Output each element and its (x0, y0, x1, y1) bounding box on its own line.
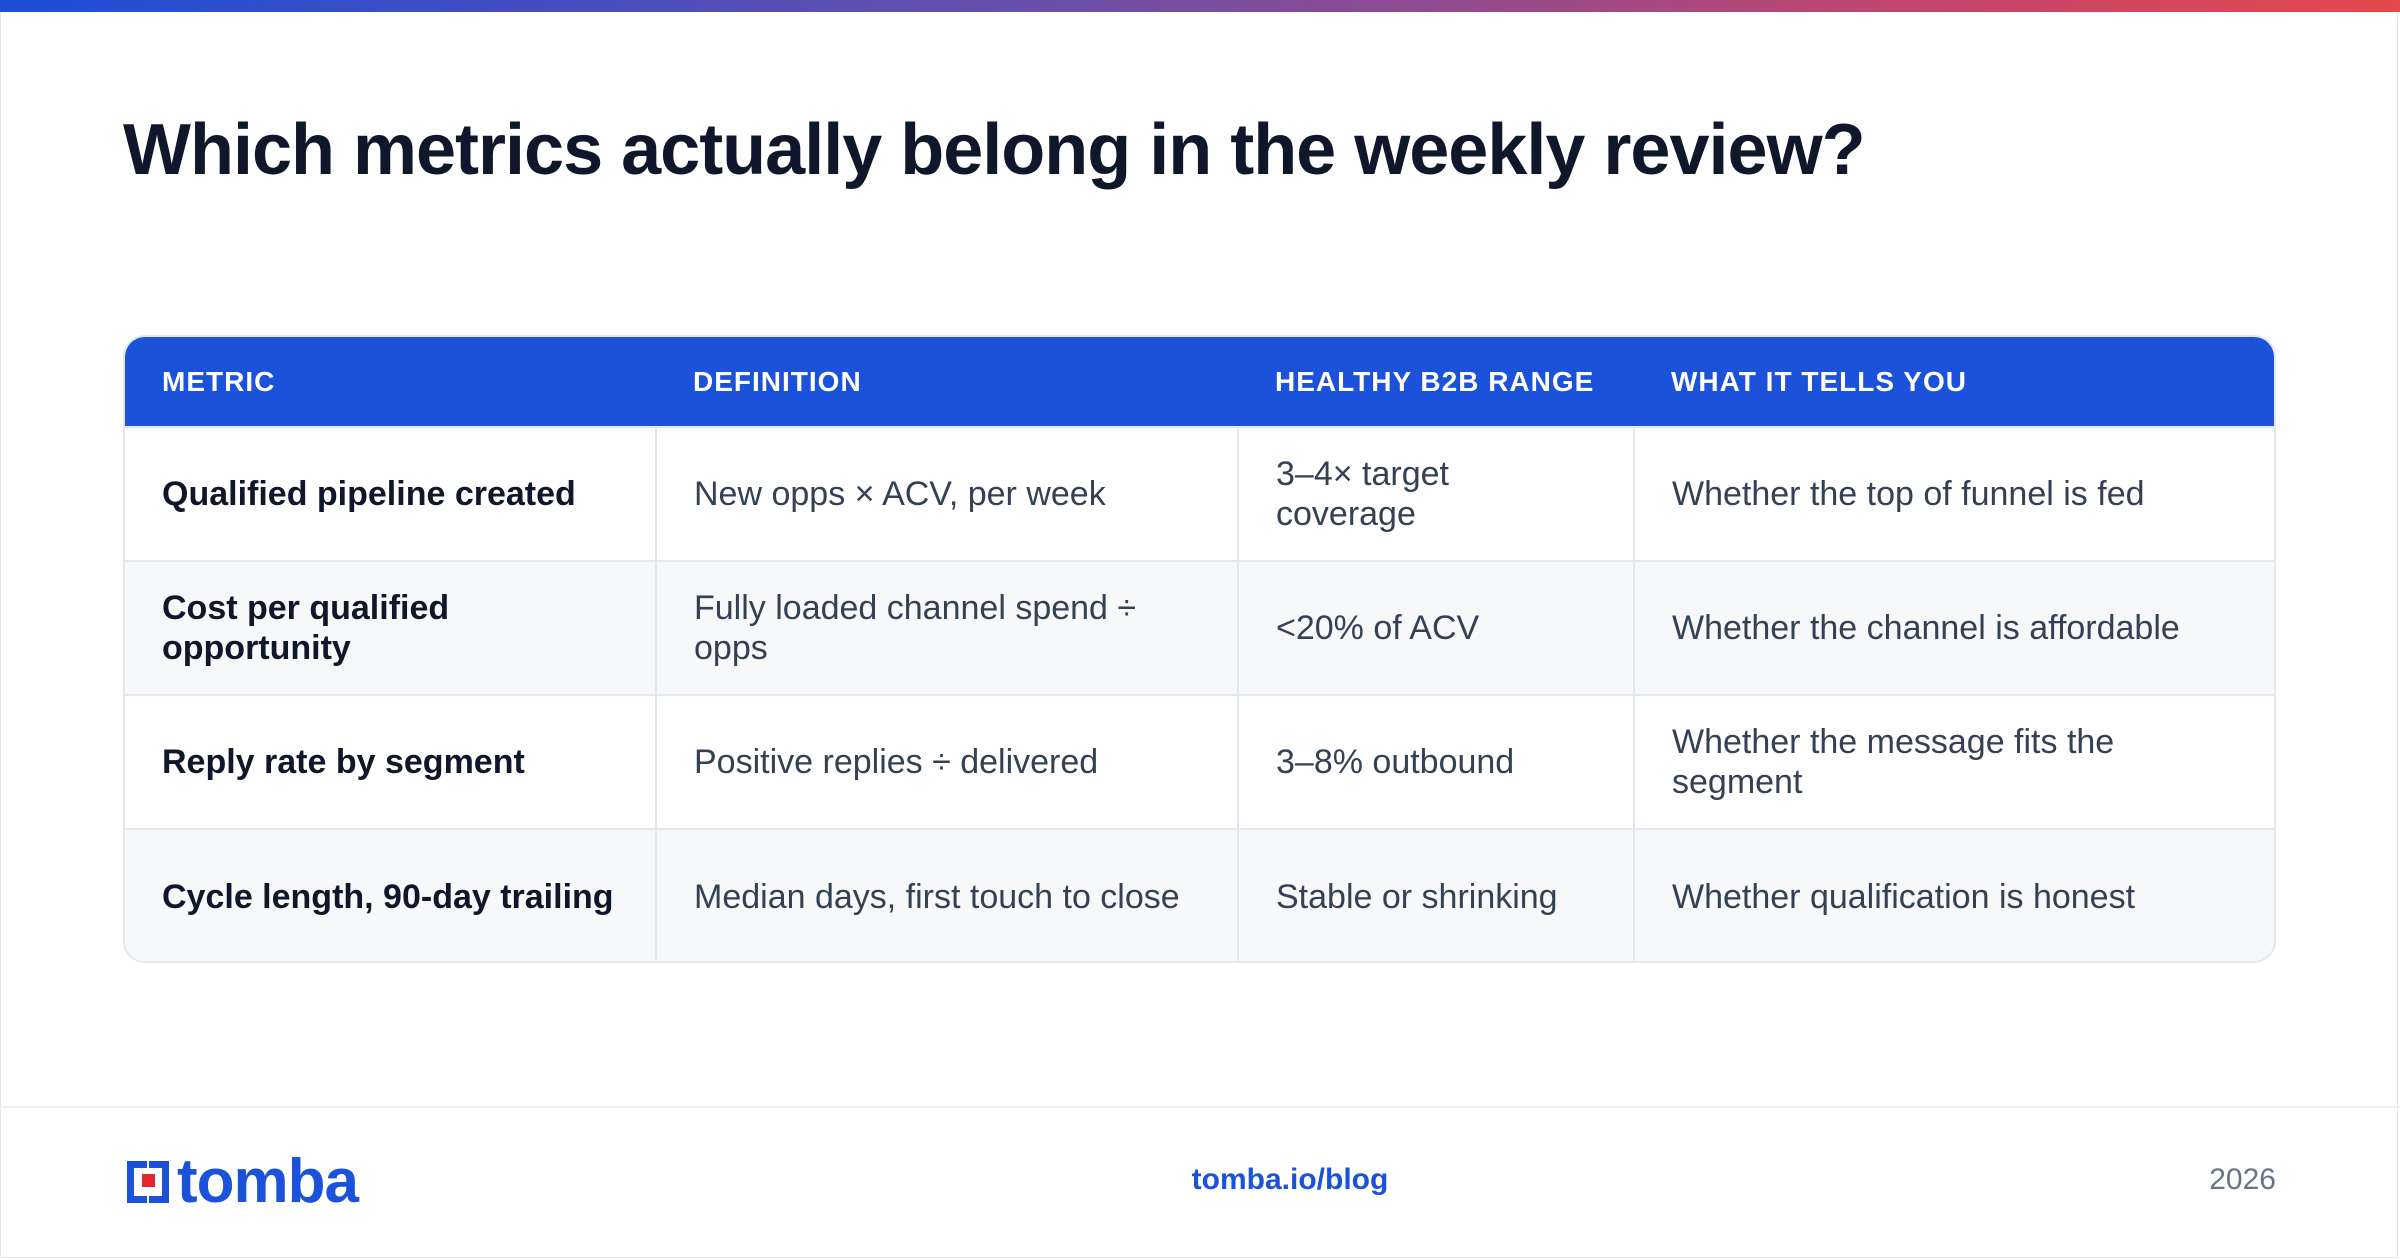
range-cell: Stable or shrinking (1237, 828, 1634, 961)
insight-cell: Whether the top of funnel is fed (1633, 426, 2274, 561)
blog-link[interactable]: tomba.io/blog (1191, 1163, 1389, 1196)
definition-cell: Positive replies ÷ delivered (655, 694, 1238, 829)
insight-cell: Whether the message fits the segment (1633, 694, 2274, 829)
header-what-it-tells-you: WHAT IT TELLS YOU (1671, 365, 1967, 397)
insight-cell: Whether qualification is honest (1633, 828, 2274, 961)
insight-cell: Whether the channel is affordable (1633, 560, 2274, 695)
tomba-logo-icon (127, 1161, 169, 1203)
top-gradient-bar (0, 0, 2400, 12)
metrics-table: METRIC DEFINITION HEALTHY B2B RANGE WHAT… (123, 335, 2276, 963)
definition-cell: New opps × ACV, per week (655, 426, 1238, 561)
table-row: Cycle length, 90-day trailing Median day… (125, 828, 2274, 961)
table-row: Cost per qualified opportunity Fully loa… (125, 560, 2274, 695)
page-title: Which metrics actually belong in the wee… (123, 110, 1866, 190)
header-definition: DEFINITION (693, 365, 862, 397)
table-row: Reply rate by segment Positive replies ÷… (125, 694, 2274, 829)
footer-year: 2026 (2209, 1163, 2276, 1196)
header-healthy-range: HEALTHY B2B RANGE (1275, 365, 1595, 397)
definition-cell: Fully loaded channel spend ÷ opps (655, 560, 1238, 695)
metric-cell: Qualified pipeline created (125, 426, 656, 561)
definition-cell: Median days, first touch to close (655, 828, 1238, 961)
metric-cell: Reply rate by segment (125, 694, 656, 829)
brand-logo[interactable]: tomba (123, 1147, 359, 1216)
table-header-row: METRIC DEFINITION HEALTHY B2B RANGE WHAT… (125, 337, 2274, 427)
range-cell: 3–8% outbound (1237, 694, 1634, 829)
metric-cell: Cost per qualified opportunity (125, 560, 656, 695)
range-cell: <20% of ACV (1237, 560, 1634, 695)
header-metric: METRIC (162, 365, 276, 397)
table-row: Qualified pipeline created New opps × AC… (125, 426, 2274, 561)
metric-cell: Cycle length, 90-day trailing (125, 828, 656, 961)
footer-divider (0, 1106, 2400, 1108)
brand-name: tomba (177, 1147, 359, 1216)
range-cell: 3–4× target coverage (1237, 426, 1634, 561)
